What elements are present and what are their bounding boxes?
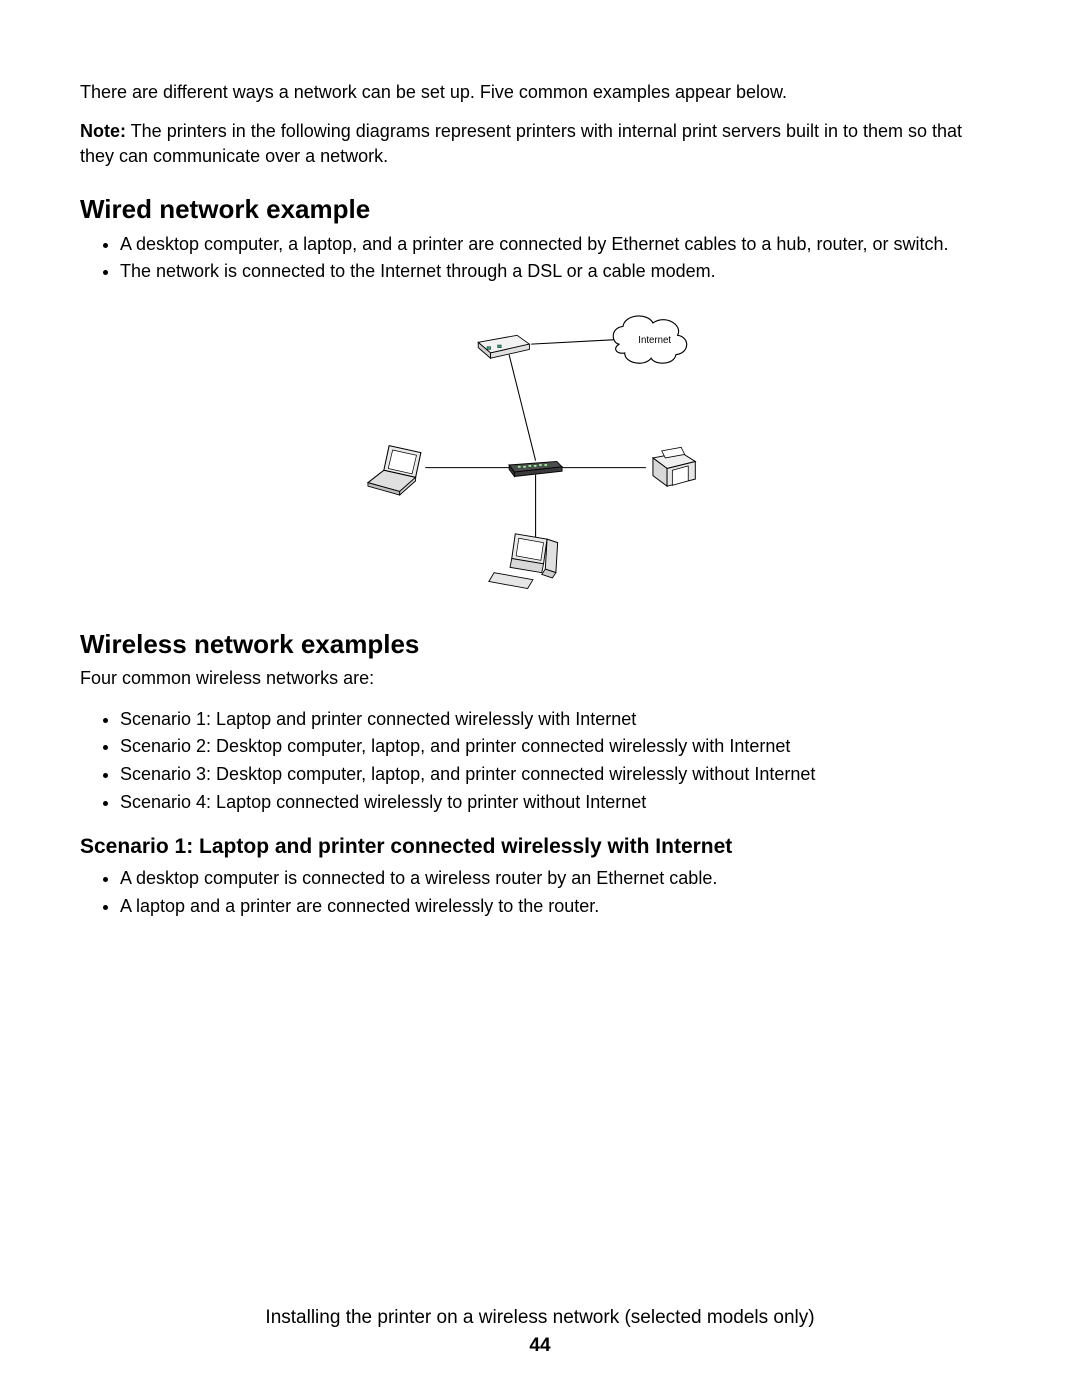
footer-page-number: 44 xyxy=(0,1335,1080,1357)
note-label: Note: xyxy=(80,121,126,141)
internet-cloud-icon: Internet xyxy=(613,316,686,363)
list-item: A desktop computer, a laptop, and a prin… xyxy=(120,231,1000,259)
diagram-edges xyxy=(425,340,646,539)
page-footer: Installing the printer on a wireless net… xyxy=(0,1307,1080,1357)
list-item: A desktop computer is connected to a wir… xyxy=(120,865,1000,893)
list-item: The network is connected to the Internet… xyxy=(120,258,1000,286)
note-paragraph: Note: The printers in the following diag… xyxy=(80,119,1000,169)
desktop-icon xyxy=(489,534,558,589)
scenario1-heading: Scenario 1: Laptop and printer connected… xyxy=(80,835,1000,859)
list-item: Scenario 3: Desktop computer, laptop, an… xyxy=(120,761,1000,789)
list-item: Scenario 2: Desktop computer, laptop, an… xyxy=(120,733,1000,761)
laptop-icon xyxy=(368,446,421,495)
internet-label: Internet xyxy=(638,336,671,347)
intro-paragraph: There are different ways a network can b… xyxy=(80,80,1000,105)
wired-bullet-list: A desktop computer, a laptop, and a prin… xyxy=(80,231,1000,287)
wireless-heading: Wireless network examples xyxy=(80,629,1000,660)
wired-heading: Wired network example xyxy=(80,194,1000,225)
modem-icon xyxy=(478,336,529,359)
page-container: There are different ways a network can b… xyxy=(0,0,1080,1397)
network-diagram-svg: Internet xyxy=(290,300,790,600)
hub-icon xyxy=(509,462,562,477)
note-body: The printers in the following diagrams r… xyxy=(80,121,962,166)
list-item: Scenario 4: Laptop connected wirelessly … xyxy=(120,789,1000,817)
wireless-intro: Four common wireless networks are: xyxy=(80,666,1000,691)
scenario1-bullet-list: A desktop computer is connected to a wir… xyxy=(80,865,1000,921)
wired-network-diagram: Internet xyxy=(290,300,790,605)
printer-icon xyxy=(653,448,695,487)
footer-title: Installing the printer on a wireless net… xyxy=(0,1307,1080,1329)
wireless-scenarios-list: Scenario 1: Laptop and printer connected… xyxy=(80,706,1000,818)
list-item: Scenario 1: Laptop and printer connected… xyxy=(120,706,1000,734)
list-item: A laptop and a printer are connected wir… xyxy=(120,893,1000,921)
